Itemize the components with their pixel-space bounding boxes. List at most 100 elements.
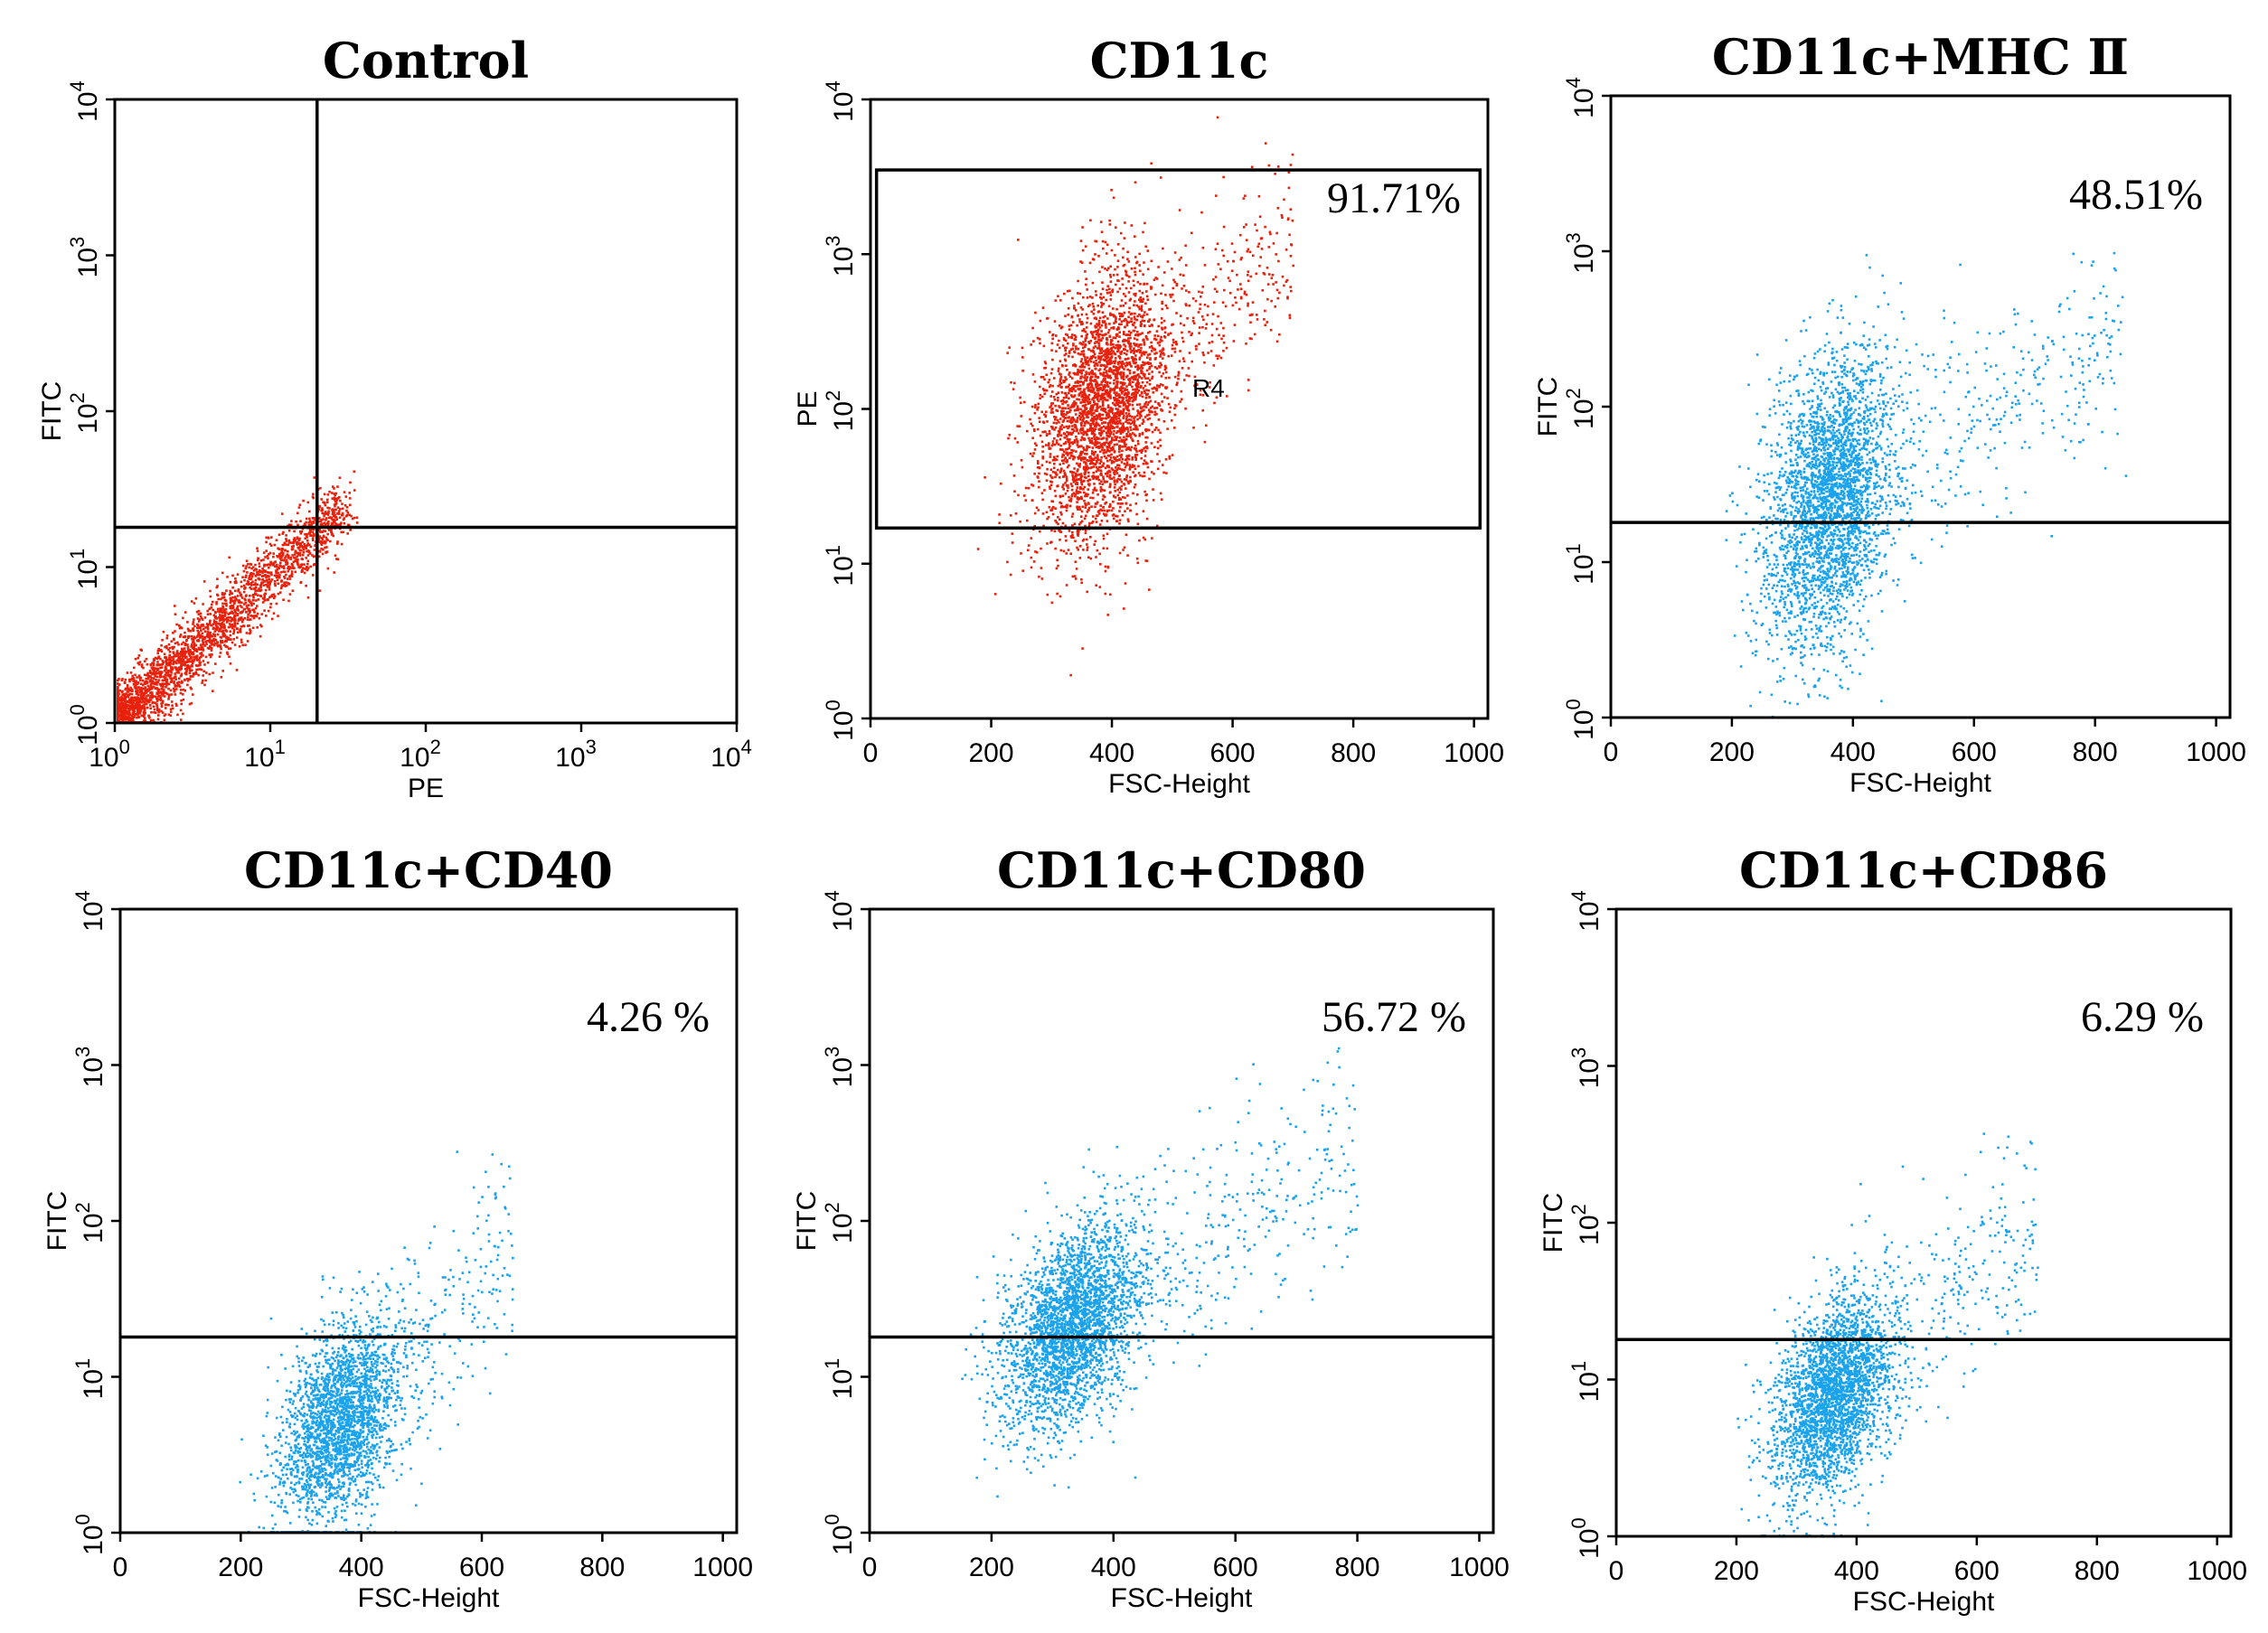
x-axis: 0 200 400 600 800 1000: [863, 718, 1504, 768]
y-axis-label: FITC: [1533, 377, 1563, 437]
y-tick-label: 104: [1562, 77, 1599, 118]
panel-cd11c: CD11c R4 91.71% 0 200 400 600 800 1000 FSC-Height…: [793, 32, 1504, 799]
y-tick-label: 100: [1567, 1517, 1605, 1559]
y-tick-label: 101: [822, 545, 859, 587]
gate-percentage: 6.29 %: [2081, 993, 2204, 1041]
gate-label: R4: [1192, 374, 1225, 402]
y-tick-label: 100: [66, 704, 103, 746]
y-tick-exponent: 1: [1562, 543, 1585, 554]
x-tick-label: 1000: [1444, 738, 1504, 768]
y-tick-label: 100: [822, 699, 859, 741]
x-tick-exponent: 1: [275, 736, 286, 758]
y-tick-label: 102: [1562, 388, 1599, 429]
gate-percentage: 48.51%: [2069, 171, 2203, 219]
y-tick-label: 103: [1567, 1047, 1605, 1089]
x-tick-label: 400: [1091, 1553, 1136, 1582]
y-tick-label: 103: [71, 1046, 108, 1088]
x-tick-label: 400: [339, 1553, 384, 1582]
x-tick-label: 400: [1089, 738, 1134, 768]
y-tick-exponent: 3: [66, 237, 89, 248]
x-tick-label: 104: [711, 736, 752, 773]
x-tick-label: 600: [1952, 737, 1997, 767]
y-tick-exponent: 1: [1567, 1361, 1590, 1372]
gate-percentage: 56.72 %: [1322, 993, 1466, 1041]
y-tick-exponent: 4: [71, 890, 94, 901]
y-tick-exponent: 3: [71, 1046, 94, 1057]
x-axis-label: PE: [408, 774, 444, 803]
x-tick-label: 400: [1830, 737, 1876, 767]
panel-title: Control: [323, 32, 529, 89]
x-axis-label: FSC-Height: [1111, 1583, 1253, 1613]
y-tick-label: 101: [66, 549, 103, 590]
y-tick-label: 104: [821, 890, 858, 932]
y-tick-label: 102: [71, 1202, 108, 1244]
y-tick-label: 101: [1567, 1361, 1605, 1403]
x-tick-label: 102: [400, 736, 441, 773]
panel-cd11c_mhcii: CD11c+MHC Ⅱ 48.51% 0 200 400 600 800 1000 FSC-He…: [1533, 28, 2246, 798]
y-tick-exponent: 3: [822, 235, 844, 246]
y-tick-label: 104: [66, 80, 103, 122]
y-tick-exponent: 3: [1567, 1047, 1590, 1058]
x-tick-label: 1000: [692, 1553, 753, 1582]
y-tick-exponent: 0: [822, 699, 844, 710]
scatter-points: [117, 470, 359, 724]
x-tick-label: 600: [1210, 738, 1256, 768]
y-tick-label: 102: [822, 390, 859, 432]
y-tick-label: 101: [71, 1358, 108, 1400]
panel-title: CD11c+CD40: [244, 841, 613, 899]
y-tick-exponent: 1: [821, 1358, 843, 1369]
y-tick-exponent: 0: [821, 1514, 843, 1525]
x-axis-label: FSC-Height: [1849, 768, 1991, 798]
y-tick-exponent: 0: [1562, 699, 1585, 709]
scatter-points: [976, 116, 1294, 677]
x-tick-exponent: 2: [430, 736, 441, 758]
x-tick-label: 200: [218, 1553, 263, 1582]
y-tick-exponent: 0: [66, 704, 89, 715]
y-tick-exponent: 2: [1567, 1204, 1590, 1215]
x-tick-label: 0: [1609, 1556, 1624, 1586]
scatter-points: [961, 1046, 1360, 1498]
panel-title: CD11c+CD80: [997, 841, 1366, 899]
x-tick-label: 800: [2075, 1556, 2120, 1586]
y-axis: 100 101 102 103 104: [1567, 890, 1616, 1559]
x-tick-label: 1000: [2186, 737, 2246, 767]
x-tick-label: 100: [89, 736, 130, 773]
scatter-points: [239, 1150, 514, 1534]
x-tick-label: 0: [113, 1553, 128, 1582]
y-tick-exponent: 4: [1562, 77, 1585, 88]
y-tick-exponent: 3: [1562, 232, 1585, 243]
gate-rectangle: [874, 168, 1482, 530]
x-tick-exponent: 3: [586, 736, 597, 758]
y-axis-label: FITC: [1539, 1193, 1568, 1253]
y-tick-label: 102: [1567, 1204, 1605, 1245]
y-tick-exponent: 2: [821, 1202, 843, 1213]
x-axis: 0 200 400 600 800 1000: [113, 1533, 753, 1582]
y-axis: 100 101 102 103 104: [71, 890, 120, 1555]
y-tick-label: 103: [822, 235, 859, 277]
x-tick-label: 800: [1335, 1553, 1380, 1582]
y-tick-label: 104: [822, 80, 859, 122]
scatter-points: [1725, 251, 2128, 718]
y-axis-label: FITC: [42, 1191, 72, 1252]
x-tick-label: 0: [1604, 737, 1619, 767]
x-axis: 100 101 102 103 104: [89, 723, 752, 773]
y-tick-label: 102: [66, 392, 103, 434]
x-tick-label: 400: [1834, 1556, 1879, 1586]
y-tick-label: 103: [66, 237, 103, 278]
y-tick-label: 104: [71, 890, 108, 932]
panel-cd11c_cd40: CD11c+CD40 4.26 % 0 200 400 600 800 1000 FSC-Hei…: [42, 841, 753, 1613]
y-tick-label: 100: [71, 1514, 108, 1555]
x-tick-label: 0: [863, 738, 879, 768]
y-tick-label: 100: [1562, 699, 1599, 740]
x-tick-label: 200: [1709, 737, 1755, 767]
x-tick-label: 800: [2073, 737, 2118, 767]
y-tick-label: 104: [1567, 890, 1605, 932]
y-axis-label: PE: [793, 390, 823, 427]
y-tick-exponent: 4: [822, 80, 844, 91]
x-tick-label: 1000: [1449, 1553, 1510, 1582]
x-tick-exponent: 0: [119, 736, 130, 758]
